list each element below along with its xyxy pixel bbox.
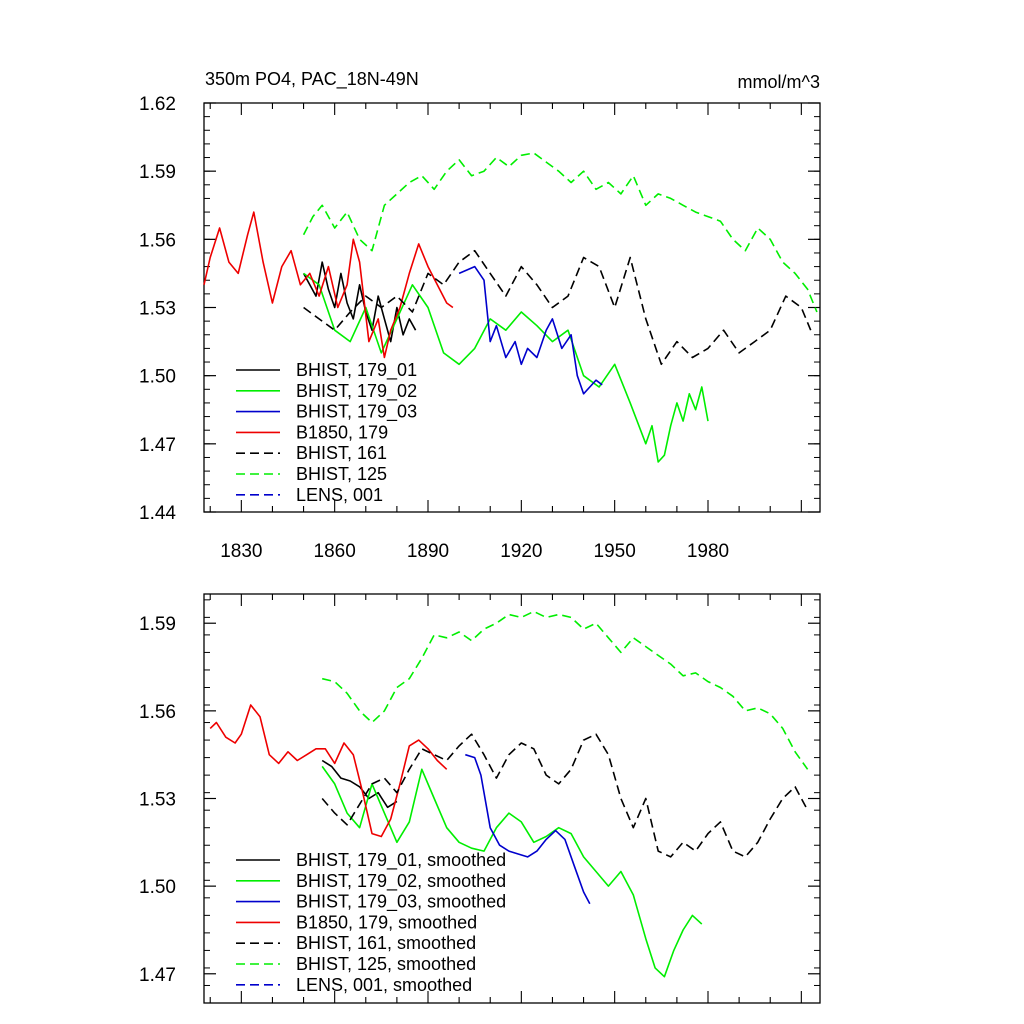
legend-label: LENS, 001, smoothed (296, 975, 472, 995)
series-line-0 (321, 759, 398, 809)
series-line-4 (321, 733, 809, 858)
legend-label: BHIST, 125, smoothed (296, 954, 476, 974)
y-tick-label: 1.47 (139, 435, 176, 456)
legend-label: BHIST, 161 (296, 443, 387, 463)
series-line-3 (209, 704, 448, 838)
legend-label: BHIST, 179_02, smoothed (296, 871, 506, 892)
legend-label: B1850, 179, smoothed (296, 912, 477, 932)
series-line-2 (458, 265, 603, 395)
legend-label: BHIST, 179_02 (296, 381, 417, 402)
units-label: mmol/m^3 (738, 72, 820, 92)
x-tick-label: 1890 (407, 541, 449, 562)
y-tick-label: 1.59 (139, 614, 176, 635)
series-line-5 (322, 610, 809, 770)
legend-label: BHIST, 179_03, smoothed (296, 892, 506, 913)
series-line-2 (465, 753, 591, 905)
series-line-0 (302, 261, 417, 343)
legend-label: B1850, 179 (296, 422, 388, 442)
y-tick-label: 1.56 (139, 702, 176, 723)
y-tick-label: 1.53 (139, 790, 176, 811)
bottom-panel: 1.47 1.50 1.53 1.56 1.59 BHIST, 179_01, smoot… (139, 593, 821, 1004)
y-tick-label: 1.56 (139, 230, 176, 251)
x-tick-label: 1830 (220, 541, 262, 562)
legend-label: LENS, 001 (296, 485, 383, 505)
legend-label: BHIST, 125 (296, 464, 387, 484)
legend-label: BHIST, 179_01, smoothed (296, 850, 506, 871)
legend-label: BHIST, 179_03 (296, 402, 417, 423)
chart-title: 350m PO4, PAC_18N-49N (205, 69, 419, 90)
series-line-3 (203, 211, 454, 359)
y-tick-label: 1.44 (139, 503, 176, 524)
y-tick-label: 1.59 (139, 162, 176, 183)
x-tick-label: 1920 (500, 541, 542, 562)
legend-label: BHIST, 161, smoothed (296, 933, 476, 953)
x-tick-label: 1950 (594, 541, 636, 562)
x-tick-label: 1980 (687, 541, 729, 562)
series-line-5 (302, 152, 818, 313)
y-tick-label: 1.50 (139, 877, 176, 898)
y-tick-label: 1.53 (139, 299, 176, 320)
series-line-1 (303, 272, 709, 463)
top-panel: 350m PO4, PAC_18N-49N mmol/m^3 1.44 1.47 1… (139, 69, 821, 562)
series-line-4 (303, 249, 812, 366)
y-tick-label: 1.47 (139, 965, 176, 986)
x-tick-label: 1860 (314, 541, 356, 562)
y-tick-label: 1.62 (139, 94, 176, 115)
legend-label: BHIST, 179_01 (296, 360, 417, 381)
y-tick-label: 1.50 (139, 367, 176, 388)
